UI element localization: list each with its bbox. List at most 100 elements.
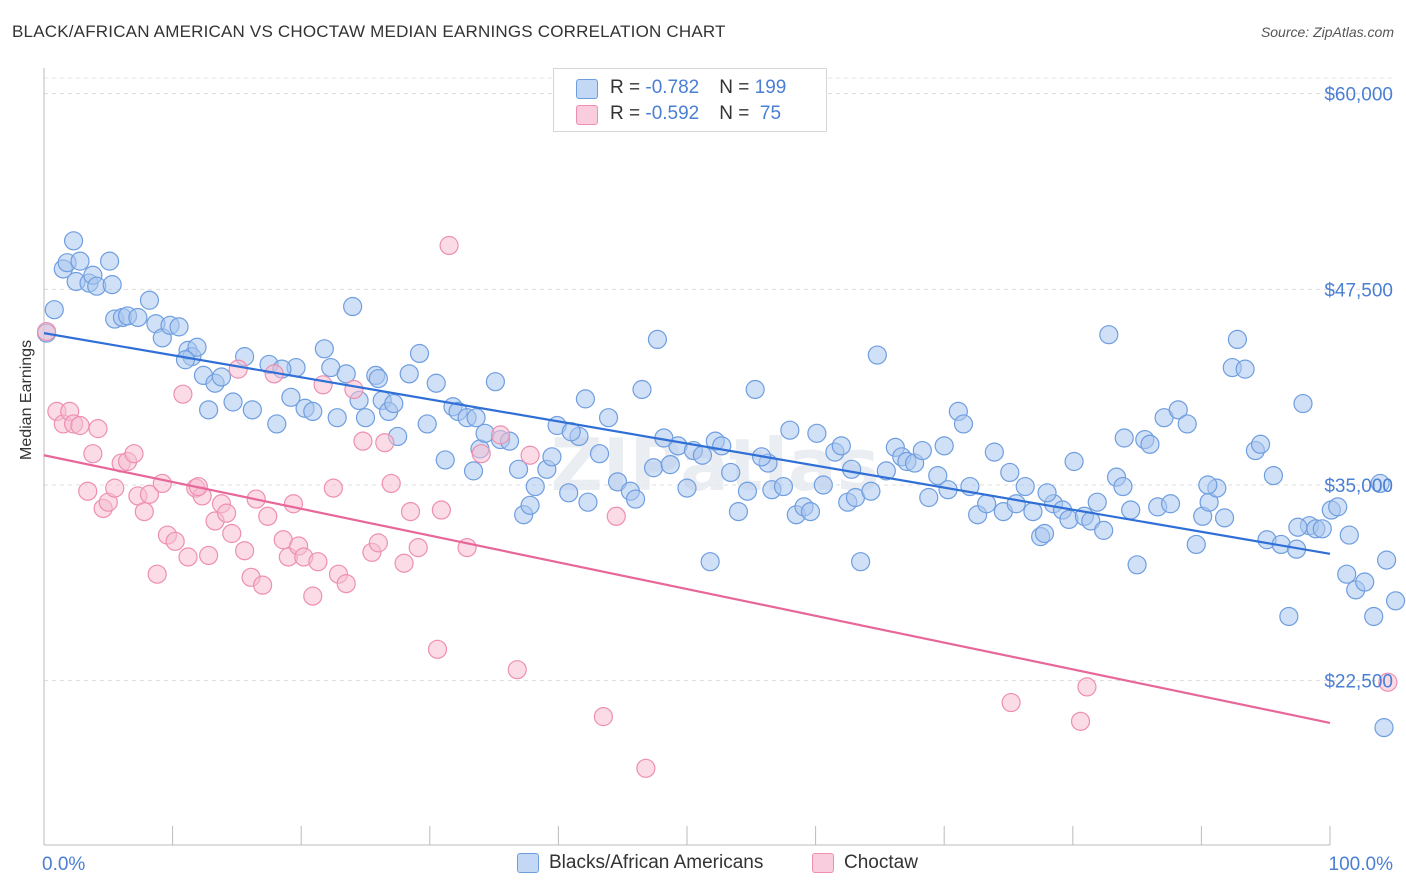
point-blacks [1064, 451, 1084, 472]
point-blacks [435, 450, 455, 470]
point-blacks [1034, 523, 1055, 544]
bottom-legend-label-blacks: Blacks/African Americans [549, 852, 764, 873]
point-blacks [485, 372, 505, 392]
point-blacks [463, 461, 484, 481]
trend-line-choctaw [43, 454, 1331, 724]
point-blacks [1140, 434, 1160, 454]
point-blacks [1006, 494, 1026, 514]
point-blacks [242, 400, 262, 420]
point-choctaw [165, 531, 185, 551]
point-choctaw [323, 478, 343, 498]
point-choctaw [593, 707, 614, 727]
point-choctaw [471, 444, 491, 464]
point-blacks [1059, 509, 1079, 530]
point-blacks [1000, 462, 1020, 483]
point-choctaw [178, 547, 198, 567]
point-blacks [1364, 606, 1384, 627]
point-blacks [520, 495, 540, 515]
point-choctaw [353, 431, 373, 451]
point-blacks [1250, 434, 1271, 454]
point-choctaw [336, 573, 356, 594]
point-blacks [223, 392, 243, 412]
point-blacks [953, 414, 974, 434]
point-blacks [1263, 465, 1284, 486]
point-choctaw [427, 639, 448, 659]
legend-n-value: 75 [754, 103, 782, 124]
point-choctaw [1070, 711, 1091, 731]
point-blacks [928, 465, 948, 486]
point-blacks [1168, 400, 1188, 420]
point-blacks [813, 475, 833, 495]
point-choctaw [83, 444, 103, 464]
point-choctaw [124, 444, 144, 464]
source-credit: Source: ZipAtlas.com [1260, 24, 1394, 40]
point-blacks [139, 290, 160, 310]
point-blacks [1198, 475, 1218, 495]
point-blacks [737, 481, 758, 501]
legend-r-value: -0.782 [645, 77, 700, 98]
point-choctaw [303, 586, 323, 606]
point-blacks [1355, 572, 1375, 592]
point-choctaw [78, 481, 98, 501]
trend-line-blacks [43, 332, 1331, 555]
point-blacks [578, 492, 598, 512]
point-blacks [660, 455, 680, 475]
axes [43, 68, 1331, 846]
point-blacks [589, 444, 610, 464]
point-blacks [175, 350, 196, 370]
point-choctaw [606, 506, 626, 526]
point-blacks [867, 345, 887, 365]
chart-title: BLACK/AFRICAN AMERICAN VS CHOCTAW MEDIAN… [12, 22, 726, 41]
point-blacks [1094, 520, 1114, 540]
point-blacks [598, 408, 619, 428]
point-blacks [647, 329, 668, 350]
bottom-legend-swatch-choctaw [812, 853, 834, 873]
point-blacks [721, 462, 741, 483]
point-blacks [625, 489, 646, 509]
point-choctaw [636, 758, 656, 778]
point-blacks [63, 231, 84, 251]
point-blacks [575, 389, 596, 409]
point-blacks [876, 461, 896, 481]
point-choctaw [1001, 692, 1021, 713]
y-tick-label: $47,500 [1324, 280, 1393, 301]
point-blacks [399, 364, 419, 384]
point-blacks [1328, 497, 1348, 517]
point-choctaw [1077, 677, 1097, 697]
point-blacks [677, 478, 697, 498]
tick-labels: $22,500 $35,000 $47,500 $60,000 0.0% 100.0% [42, 85, 1393, 875]
point-blacks [1177, 414, 1197, 434]
point-choctaw [431, 500, 451, 520]
trend-lines [43, 332, 1331, 724]
point-blacks [745, 379, 765, 400]
point-blacks [1312, 519, 1332, 539]
point-choctaw [139, 484, 160, 504]
point-blacks [368, 368, 388, 389]
point-blacks [559, 483, 579, 503]
point-choctaw [222, 523, 242, 544]
point-blacks [281, 387, 301, 407]
legend-n-label: N = [719, 103, 755, 124]
y-tick-label: $35,000 [1324, 476, 1393, 497]
point-blacks [303, 401, 323, 422]
point-blacks [525, 476, 545, 497]
point-choctaw [439, 235, 459, 256]
point-blacks [831, 436, 851, 456]
point-choctaw [134, 501, 154, 522]
point-blacks [773, 476, 794, 497]
point-blacks [542, 447, 562, 467]
point-blacks [355, 408, 376, 428]
point-blacks [1337, 564, 1357, 584]
point-blacks [102, 275, 122, 295]
bottom-legend-swatch-blacks [517, 853, 539, 873]
point-blacks [187, 337, 207, 357]
point-blacks [336, 364, 356, 384]
point-choctaw [344, 379, 364, 400]
point-blacks [912, 440, 932, 461]
point-blacks [977, 494, 997, 514]
point-blacks [712, 436, 732, 456]
point-blacks [508, 459, 529, 479]
bottom-legend-label-choctaw: Choctaw [844, 852, 918, 873]
point-blacks [643, 458, 664, 478]
